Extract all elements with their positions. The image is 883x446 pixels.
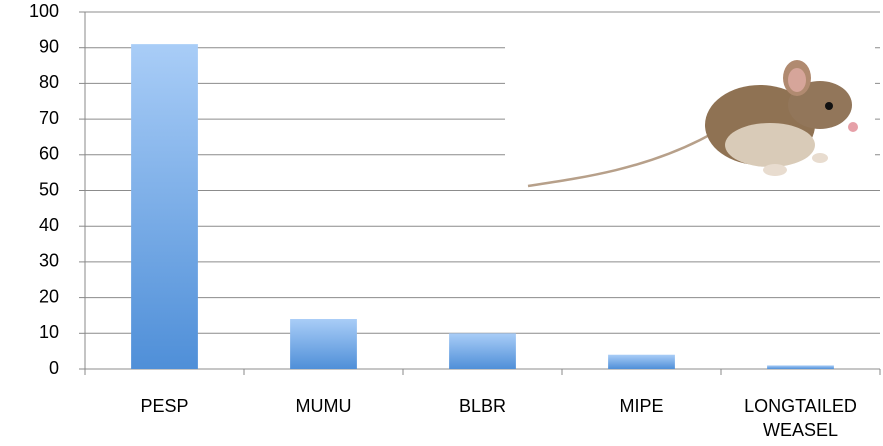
bars [131,44,834,369]
x-tick-label: BLBR [458,396,507,416]
bar [767,365,834,369]
y-tick-label: 100 [29,1,59,21]
mouse-picture [505,38,875,190]
bar [290,319,357,369]
y-tick-label: 10 [39,322,59,342]
y-tick-label: 30 [39,251,59,271]
bar [449,333,516,369]
bar [131,44,198,369]
y-tick-label: 20 [39,286,59,306]
y-tick-label: 50 [39,179,59,199]
x-tick-label: LONGTAILED WEASEL [744,396,857,440]
y-tick-label: 80 [39,72,59,92]
y-tick-label: 90 [39,36,59,56]
bar [608,354,675,369]
y-tick-label: 40 [39,215,59,235]
x-tick-label: PESP [140,396,189,416]
grid: 0 10 20 30 40 50 60 70 80 90 100 [29,1,881,378]
x-tick-label: MUMU [295,396,352,416]
x-tick-label: MIPE [619,396,664,416]
y-tick-label: 60 [39,144,59,164]
y-tick-label: 70 [39,108,59,128]
y-tick-label: 0 [49,358,59,378]
